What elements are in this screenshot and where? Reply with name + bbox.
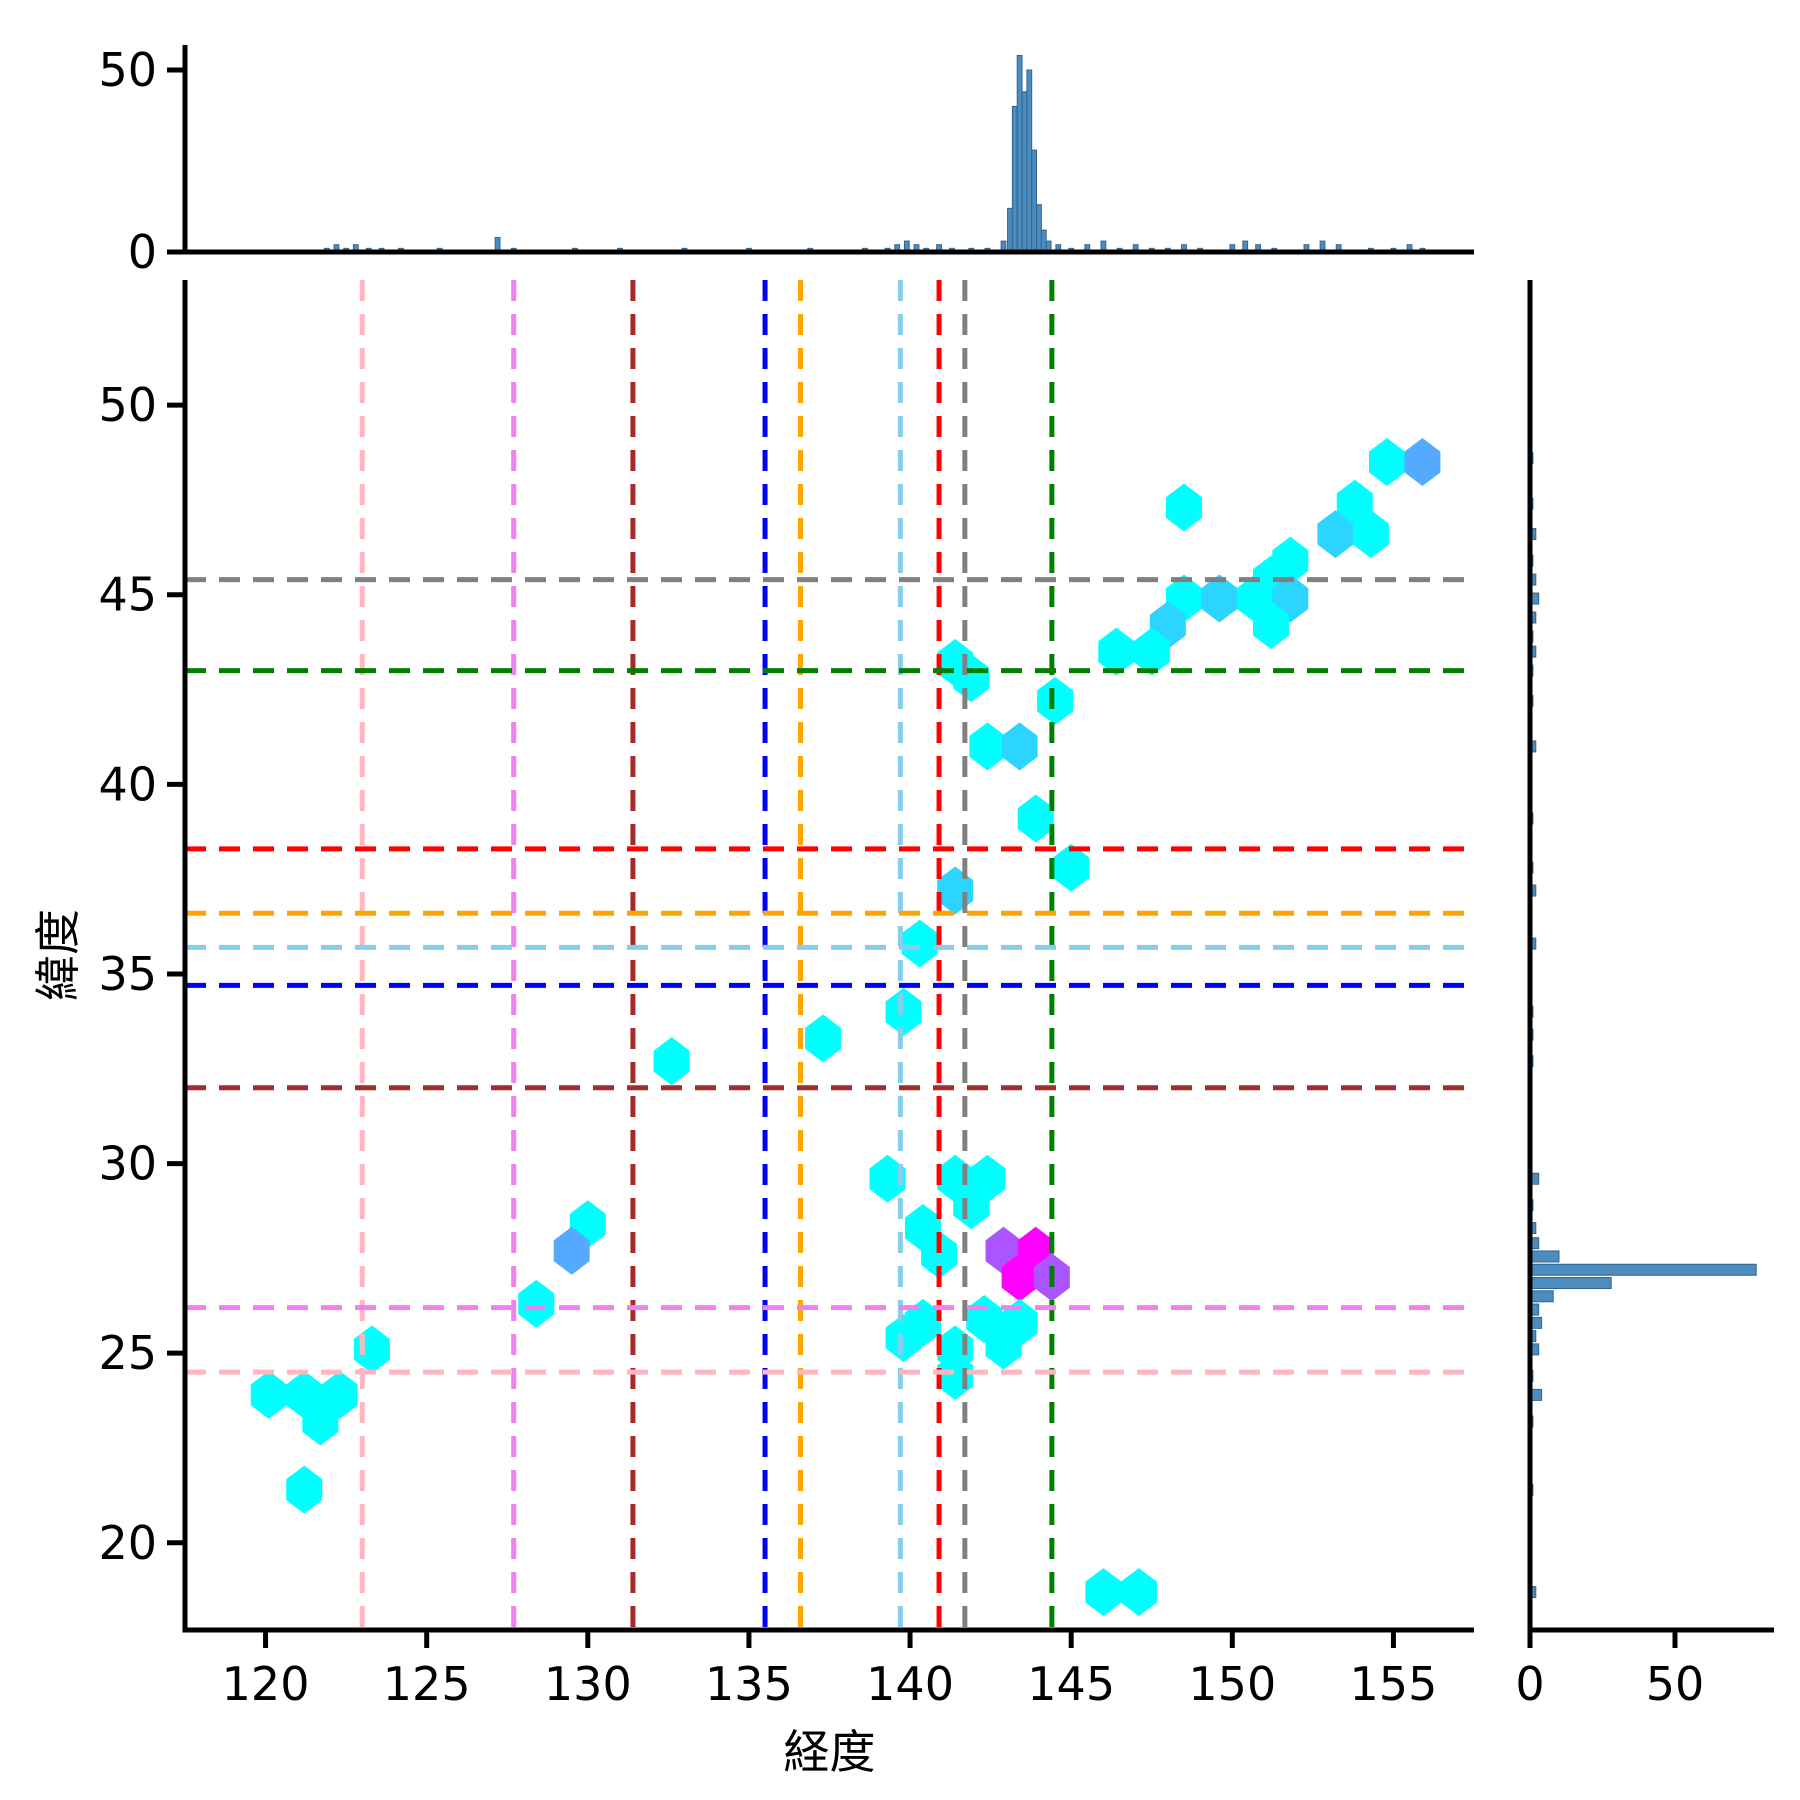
hexbin-cell (921, 1230, 958, 1279)
hexbin-cell (286, 1465, 323, 1514)
x-axis-tick-label: 135 (705, 1657, 793, 1711)
top-histogram-bar (1036, 204, 1042, 253)
hexbin-cell (302, 1397, 339, 1446)
top-hist-tick-label: 50 (98, 43, 157, 97)
y-axis-label: 緯度 (31, 909, 85, 1001)
top-histogram-bar (1016, 54, 1023, 253)
hexbin-cell (937, 866, 974, 915)
hexbin-cell (1133, 627, 1170, 676)
hexbin-cell (1001, 722, 1038, 771)
hexbin-cell (869, 1154, 906, 1203)
hexbin-cell (953, 654, 990, 703)
right-hist-tick-label: 0 (1515, 1657, 1544, 1711)
x-axis-tick-label: 155 (1350, 1657, 1438, 1711)
x-axis-tick-label: 125 (383, 1657, 471, 1711)
x-axis-tick-label: 130 (544, 1657, 632, 1711)
right-histogram-bar (1529, 1263, 1757, 1276)
y-axis-tick-label: 50 (98, 378, 157, 432)
hexbin-cell (969, 722, 1006, 771)
top-histogram-bar (1026, 69, 1033, 253)
hexbin-cell (1085, 1568, 1122, 1617)
hexbin-cell (901, 919, 938, 968)
hexbin-cell (1317, 510, 1354, 559)
hexbin-cell (553, 1226, 590, 1275)
hexbin-cell (1053, 843, 1090, 892)
hexbin-cell (353, 1325, 390, 1374)
hexbin-cell (1352, 510, 1389, 559)
hexbin-cell (518, 1279, 555, 1328)
hexbin-cell (1017, 794, 1054, 843)
top-histogram-bar (1007, 207, 1013, 253)
hexbin-cell (1404, 438, 1441, 487)
y-axis-tick-label: 20 (98, 1516, 157, 1570)
hexbin-cell (1165, 483, 1202, 532)
x-axis-tick-label: 145 (1027, 1657, 1115, 1711)
hexbin-cell (1120, 1568, 1157, 1617)
hexbin-cell (1037, 676, 1074, 725)
hexbin-cell (1252, 601, 1289, 650)
x-axis-tick-label: 140 (866, 1657, 954, 1711)
x-axis-tick-label: 120 (222, 1657, 310, 1711)
top-histogram-bar (1011, 105, 1018, 253)
x-axis-tick-label: 150 (1188, 1657, 1276, 1711)
right-histogram-bar (1529, 1290, 1554, 1303)
y-axis-tick-label: 45 (98, 568, 157, 622)
hexbin-cell (805, 1014, 842, 1063)
hexbin-cell (1001, 1253, 1038, 1302)
top-histogram-bar (1021, 91, 1028, 253)
y-axis-tick-label: 30 (98, 1137, 157, 1191)
hexbin-cell (653, 1037, 690, 1086)
x-axis-label: 経度 (783, 1725, 876, 1779)
top-histogram-bar (1040, 229, 1047, 253)
hexbin-cell (953, 1181, 990, 1230)
hexbin-cell (1098, 627, 1135, 676)
hexbin-cell (1368, 438, 1405, 487)
y-axis-tick-label: 40 (98, 757, 157, 811)
hexbin-cell (985, 1321, 1022, 1370)
hexbin-cell (250, 1370, 287, 1419)
right-histogram-bar (1529, 1250, 1560, 1263)
hexbin-cell (885, 987, 922, 1036)
top-histogram-bar (1031, 149, 1038, 253)
right-hist-tick-label: 50 (1646, 1657, 1705, 1711)
hexbin-cell (1201, 574, 1238, 623)
top-hist-tick-label: 0 (128, 225, 157, 279)
right-histogram-bar (1529, 1277, 1612, 1290)
y-axis-tick-label: 35 (98, 947, 157, 1001)
hexbin-cell (885, 1313, 922, 1363)
y-axis-tick-label: 25 (98, 1326, 157, 1380)
